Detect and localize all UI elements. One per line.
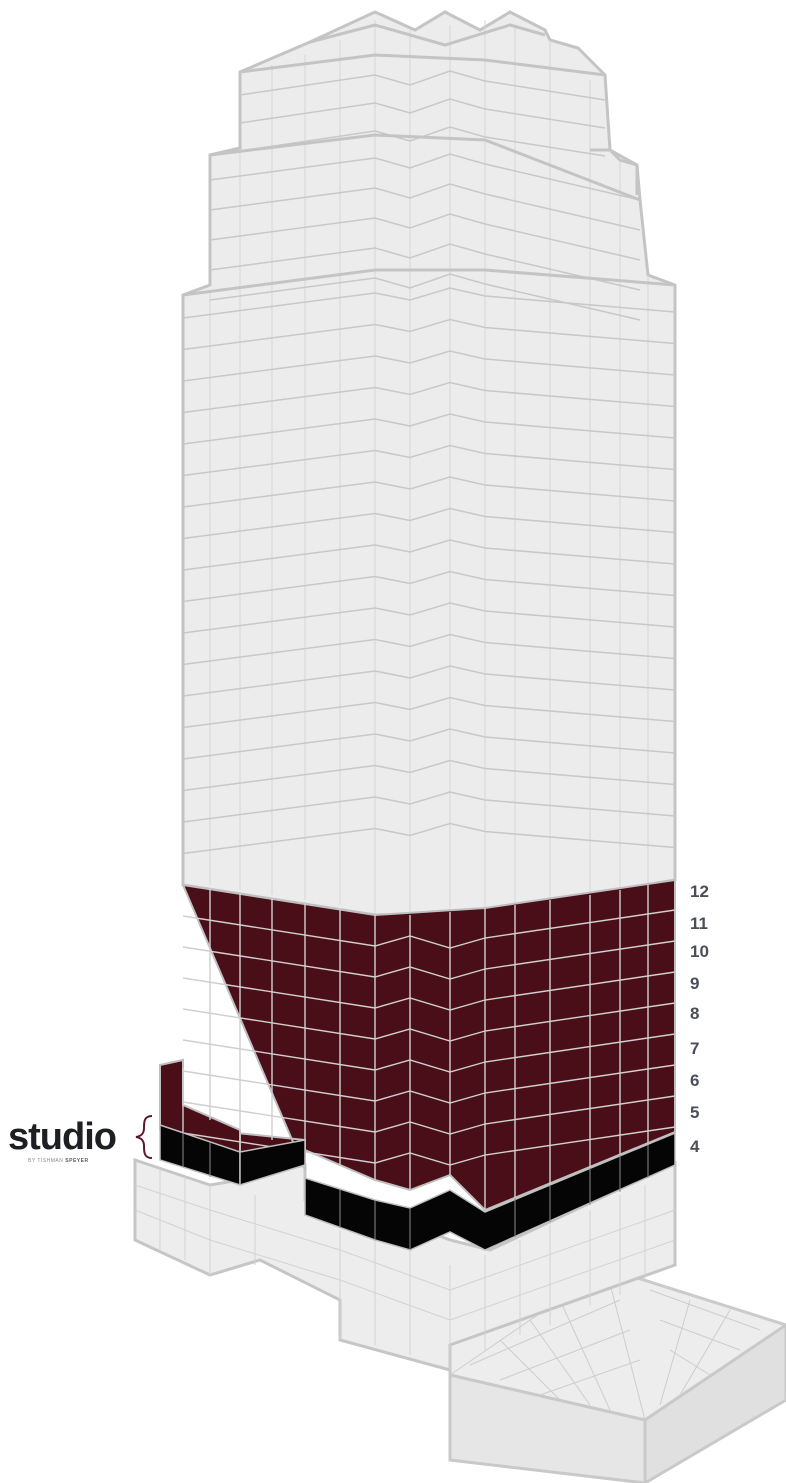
studio-wordmark: studio: [8, 1116, 117, 1158]
tower-floor-line: [182, 665, 676, 697]
leased-floor-line: [182, 940, 676, 980]
tower-floor-line: [209, 243, 641, 291]
tower-floor-line: [182, 539, 676, 571]
tower-floor-line: [182, 444, 676, 477]
studio-tagline-prefix: BY TISHMAN: [28, 1158, 64, 1164]
tower-floor-line: [239, 98, 606, 129]
tower-floor-line: [182, 633, 676, 666]
studio-floor-4[interactable]: [159, 1123, 676, 1251]
tower-floor-line: [182, 602, 676, 634]
leased-floor-line: [182, 1095, 676, 1135]
tower-floor-line: [182, 381, 676, 414]
tower-floor-line: [209, 153, 641, 201]
tower-floor-line: [209, 183, 641, 231]
floor-label-12[interactable]: 12: [690, 882, 709, 901]
floor-label-9[interactable]: 9: [690, 974, 700, 993]
studio-tagline: BY TISHMAN SPEYER: [28, 1158, 89, 1164]
studio-tagline-suffix: SPEYER: [65, 1158, 89, 1164]
tower-floor-line: [182, 287, 676, 319]
leased-floor-line: [182, 909, 676, 949]
tower-floor-line: [182, 413, 676, 445]
tower-floor-line: [182, 728, 676, 760]
leased-floor-line: [182, 1064, 676, 1104]
tower-floor-line: [209, 273, 641, 321]
floor-label-6[interactable]: 6: [690, 1071, 700, 1090]
tower-floor-line: [182, 318, 676, 351]
floor-label-7[interactable]: 7: [690, 1039, 700, 1058]
tower-floor-line: [209, 213, 641, 261]
floor-label-4[interactable]: 4: [690, 1137, 700, 1156]
tower-floor-line: [182, 696, 676, 729]
tower-floor-line: [182, 507, 676, 540]
tower-floor-line: [239, 126, 606, 157]
floor-label-10[interactable]: 10: [690, 942, 709, 961]
tower-floor-line: [239, 70, 606, 101]
leased-floor-line: [182, 1126, 676, 1166]
leased-floor-line: [182, 971, 676, 1011]
leased-floor-line: [182, 1002, 676, 1042]
tower-floor-line: [182, 822, 676, 855]
floor-label-8[interactable]: 8: [690, 1004, 700, 1023]
curly-brace-icon: [135, 1115, 153, 1159]
tower-shaft: [181, 10, 677, 917]
floor-label-5[interactable]: 5: [690, 1103, 700, 1122]
tower-floor-lines: [182, 70, 676, 855]
floor-label-11[interactable]: 11: [690, 914, 708, 933]
tower-floor-line: [182, 476, 676, 508]
tower-floor-line: [182, 759, 676, 792]
tower-floor-line: [182, 570, 676, 603]
leased-floor-line: [182, 1033, 676, 1073]
tower-floor-line: [182, 350, 676, 382]
tower-floor-line: [182, 791, 676, 823]
studio-logo[interactable]: studio BY TISHMAN SPEYER: [6, 1115, 156, 1178]
